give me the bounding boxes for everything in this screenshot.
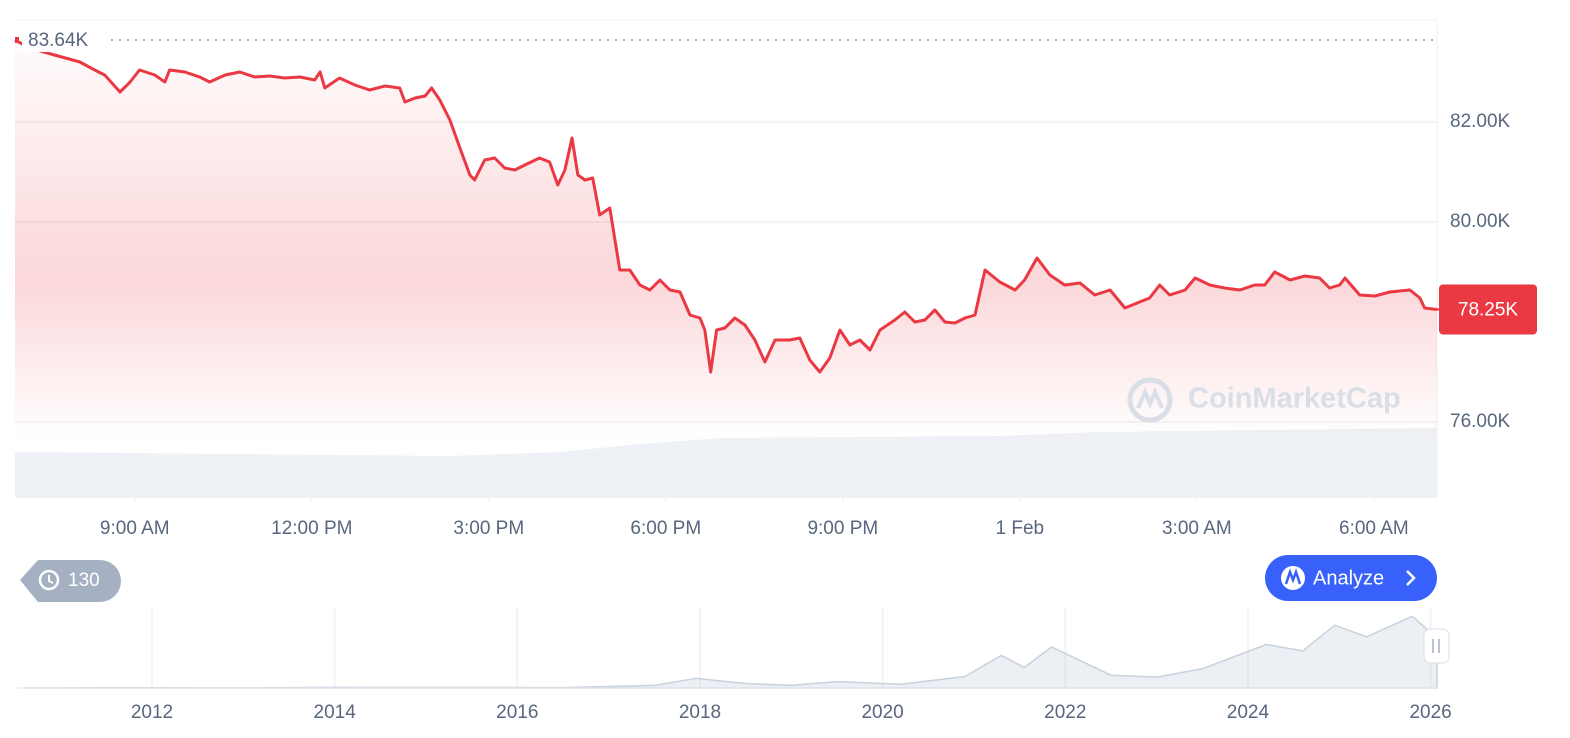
volume-area	[15, 428, 1437, 498]
x-tick-label: 6:00 AM	[1339, 518, 1409, 539]
nav-tick-label: 2020	[861, 702, 903, 723]
navigator-area	[15, 608, 1437, 688]
x-tick-label: 9:00 AM	[100, 518, 170, 539]
max-marker	[15, 37, 19, 43]
navigator-layer: 2012 2014 2016 2018 2020 2022 2024 2026	[15, 608, 1452, 723]
x-tick-label: 3:00 AM	[1162, 518, 1232, 539]
area-fill	[15, 40, 1437, 440]
history-count: 130	[68, 570, 100, 591]
x-tick-label: 1 Feb	[996, 518, 1045, 539]
y-tick-label: 80.00K	[1450, 211, 1511, 232]
max-label-bg	[22, 28, 110, 52]
nav-tick-label: 2014	[314, 702, 357, 723]
nav-tick-label: 2024	[1227, 702, 1270, 723]
max-label: 83.64K	[28, 30, 89, 51]
nav-tick-label: 2026	[1409, 702, 1451, 723]
analyze-label: Analyze	[1313, 567, 1384, 589]
nav-tick-label: 2016	[496, 702, 538, 723]
x-tick-label: 6:00 PM	[630, 518, 701, 539]
navigator-handle[interactable]	[1423, 628, 1450, 664]
watermark-logo	[1127, 377, 1173, 423]
watermark: CoinMarketCap	[1188, 383, 1401, 415]
main-layer: 76.00K 80.00K 82.00K 9:00 AM 12:00 PM 3:00 PM…	[14, 28, 1537, 539]
y-tick-label: 76.00K	[1450, 411, 1511, 432]
price-line	[14, 38, 1438, 374]
x-tick-label: 3:00 PM	[453, 518, 524, 539]
nav-tick-label: 2012	[131, 702, 173, 723]
nav-tick-label: 2018	[679, 702, 721, 723]
x-tick-label: 12:00 PM	[271, 518, 352, 539]
analyze-button[interactable]: Analyze	[1265, 555, 1437, 601]
nav-area	[24, 615, 1438, 689]
nav-tick-label: 2022	[1044, 702, 1086, 723]
y-tick-label: 82.00K	[1450, 111, 1511, 132]
history-badge[interactable]: 130	[20, 560, 121, 602]
current-price-tag	[1439, 284, 1537, 335]
current-price-label: 78.25K	[1458, 300, 1519, 321]
x-tick-label: 9:00 PM	[807, 518, 878, 539]
